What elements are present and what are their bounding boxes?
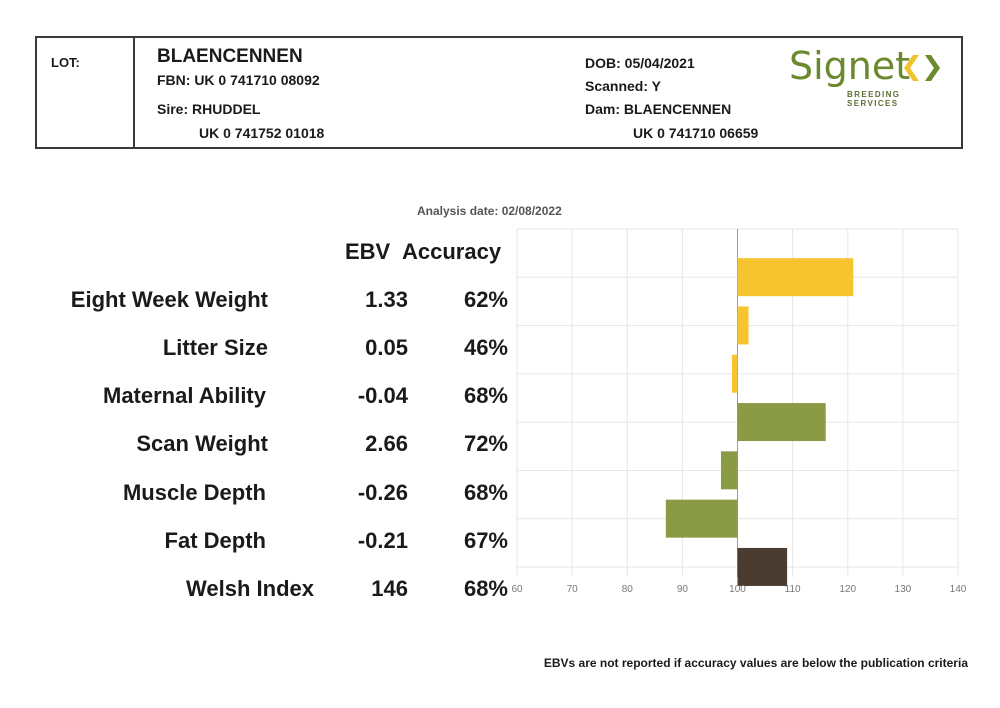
ebv-value: -0.04	[357, 383, 408, 408]
accuracy-value: 68%	[463, 576, 508, 601]
bar	[731, 354, 738, 393]
ebv-value: 0.05	[365, 335, 408, 360]
ebv-column-header: EBV	[345, 239, 391, 264]
x-tick-label: 80	[622, 584, 634, 595]
accuracy-value: 62%	[463, 287, 508, 312]
trait-label: Fat Depth	[164, 528, 266, 553]
footnote: EBVs are not reported if accuracy values…	[543, 656, 968, 670]
bar	[737, 306, 749, 345]
x-tick-label: 140	[950, 584, 967, 595]
ebv-value: 1.33	[365, 287, 408, 312]
dam-id-text: UK 0 741710 06659	[633, 125, 759, 141]
trait-label: Scan Weight	[136, 431, 268, 456]
ebv-value: 2.66	[365, 431, 408, 456]
trait-label: Litter Size	[162, 335, 268, 360]
header-divider	[133, 38, 135, 147]
analysis-date: Analysis date: 02/08/2022	[417, 204, 562, 218]
logo-chevrons-icon	[904, 55, 940, 81]
signet-logo: Signet BREEDING SERVICES	[789, 44, 949, 108]
trait-label: Muscle Depth	[122, 480, 266, 505]
accuracy-value: 68%	[463, 480, 508, 505]
dob-text: DOB: 05/04/2021	[585, 55, 695, 71]
trait-label: Maternal Ability	[103, 383, 266, 408]
trait-label: Welsh Index	[186, 576, 314, 601]
accuracy-value: 72%	[463, 431, 508, 456]
accuracy-value: 46%	[463, 335, 508, 360]
bar	[720, 451, 738, 490]
accuracy-value: 67%	[463, 528, 508, 553]
bar	[737, 258, 854, 297]
bar	[737, 547, 788, 586]
ebv-value: -0.26	[357, 480, 408, 505]
trait-label: Eight Week Weight	[70, 287, 268, 312]
animal-name: BLAENCENNEN	[157, 46, 303, 67]
x-tick-label: 60	[511, 584, 523, 595]
x-tick-label: 100	[729, 584, 746, 595]
scanned-text: Scanned: Y	[585, 78, 661, 94]
ebv-value: -0.21	[357, 528, 408, 553]
x-tick-label: 70	[567, 584, 579, 595]
lot-label: LOT:	[51, 55, 80, 70]
sire-id-text: UK 0 741752 01018	[199, 125, 325, 141]
logo-wordmark: Signet	[789, 44, 911, 88]
x-tick-label: 110	[785, 584, 801, 595]
accuracy-value: 68%	[463, 383, 508, 408]
bar	[737, 403, 826, 442]
fbn-text: FBN: UK 0 741710 08092	[157, 72, 320, 88]
sire-text: Sire: RHUDDEL	[157, 101, 261, 117]
x-tick-label: 90	[677, 584, 689, 595]
ebv-value: 146	[371, 576, 408, 601]
bar	[665, 499, 738, 538]
logo-subtitle: BREEDING SERVICES	[847, 90, 901, 108]
dam-text: Dam: BLAENCENNEN	[585, 101, 732, 117]
accuracy-column-header: Accuracy	[402, 239, 502, 264]
x-tick-label: 130	[895, 584, 912, 595]
animal-header: LOT: BLAENCENNEN FBN: UK 0 741710 08092 …	[35, 36, 963, 149]
x-tick-label: 120	[839, 584, 856, 595]
